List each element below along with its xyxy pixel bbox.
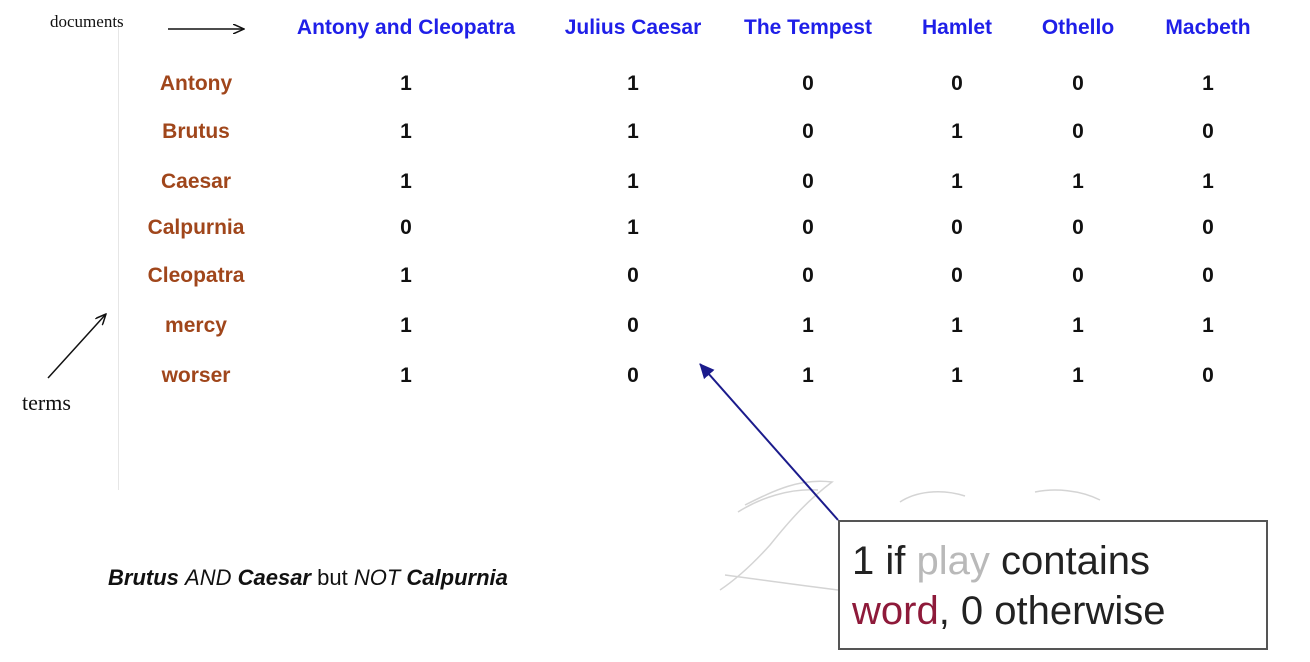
matrix-cell: 0 — [1072, 72, 1084, 95]
matrix-cell: 0 — [627, 264, 639, 287]
callout-line-1: 1 if play contains — [852, 536, 1266, 586]
matrix-cell: 1 — [951, 120, 963, 143]
matrix-cell: 1 — [400, 120, 412, 143]
matrix-cell: 0 — [1072, 120, 1084, 143]
matrix-cell: 0 — [1202, 120, 1214, 143]
matrix-cell: 0 — [627, 314, 639, 337]
matrix-cell: 0 — [951, 72, 963, 95]
term-label: Caesar — [160, 170, 232, 193]
document-header: Macbeth — [1165, 16, 1251, 39]
matrix-cell: 1 — [400, 364, 412, 387]
matrix-cell: 0 — [802, 72, 814, 95]
matrix-cell: 0 — [1072, 264, 1084, 287]
documents-label: documents — [50, 12, 124, 31]
matrix-cell: 1 — [1072, 170, 1084, 193]
callout-box: 1 if play contains word, 0 otherwise — [838, 520, 1268, 650]
boolean-query: Brutus AND Caesar but NOT Calpurnia — [108, 565, 508, 591]
matrix-cell: 1 — [627, 216, 639, 239]
matrix-cell: 1 — [400, 264, 412, 287]
matrix-cell: 1 — [1202, 170, 1214, 193]
query-operator-and: AND — [185, 565, 232, 590]
callout-word-word: word — [852, 589, 939, 633]
matrix-cell: 1 — [400, 72, 412, 95]
term-label: worser — [161, 364, 231, 387]
terms-arrow — [47, 314, 106, 379]
matrix-cell: 0 — [802, 170, 814, 193]
matrix-cell: 1 — [400, 314, 412, 337]
matrix-cell: 1 — [951, 364, 963, 387]
matrix-cell: 1 — [1072, 314, 1084, 337]
divider-line — [118, 20, 119, 490]
document-header: Hamlet — [921, 16, 993, 39]
matrix-cell: 1 — [627, 72, 639, 95]
term-label: Calpurnia — [147, 216, 245, 239]
matrix-cell: 1 — [627, 120, 639, 143]
matrix-cell: 0 — [1202, 216, 1214, 239]
matrix-cell: 0 — [802, 264, 814, 287]
matrix-cell: 1 — [1072, 364, 1084, 387]
matrix-cell: 1 — [951, 170, 963, 193]
term-label: Brutus — [162, 120, 230, 143]
term-label: Antony — [159, 72, 233, 95]
callout-pointer-arrow — [699, 363, 839, 521]
matrix-cell: 0 — [627, 364, 639, 387]
terms-label: terms — [22, 390, 71, 415]
matrix-cell: 0 — [1202, 364, 1214, 387]
matrix-cell: 1 — [1202, 314, 1214, 337]
document-header: Julius Caesar — [564, 16, 702, 39]
callout-text: contains — [1001, 539, 1150, 583]
callout-text: 1 if — [852, 539, 906, 583]
term-label: mercy — [165, 314, 227, 337]
matrix-cell: 0 — [1202, 264, 1214, 287]
matrix-cell: 0 — [951, 216, 963, 239]
matrix-cell: 1 — [951, 314, 963, 337]
query-term-caesar: Caesar — [237, 565, 311, 590]
document-header: Antony and Cleopatra — [296, 16, 516, 39]
document-header: Othello — [1041, 16, 1115, 39]
matrix-cell: 1 — [802, 314, 814, 337]
matrix-cell: 0 — [802, 216, 814, 239]
callout-word-play: play — [916, 539, 990, 583]
term-label: Cleopatra — [147, 264, 245, 287]
callout-text: , 0 otherwise — [938, 589, 1166, 633]
matrix-cell: 0 — [1072, 216, 1084, 239]
query-connector: but — [317, 565, 348, 590]
matrix-cell: 1 — [627, 170, 639, 193]
query-term-brutus: Brutus — [108, 565, 179, 590]
document-header: The Tempest — [744, 16, 872, 39]
matrix-cell: 0 — [400, 216, 412, 239]
matrix-cell: 1 — [1202, 72, 1214, 95]
matrix-cell: 0 — [951, 264, 963, 287]
matrix-cell: 1 — [400, 170, 412, 193]
query-term-calpurnia: Calpurnia — [406, 565, 508, 590]
matrix-cell: 1 — [802, 364, 814, 387]
callout-line-2: word, 0 otherwise — [852, 586, 1266, 636]
query-operator-not: NOT — [353, 565, 401, 590]
matrix-cell: 0 — [802, 120, 814, 143]
